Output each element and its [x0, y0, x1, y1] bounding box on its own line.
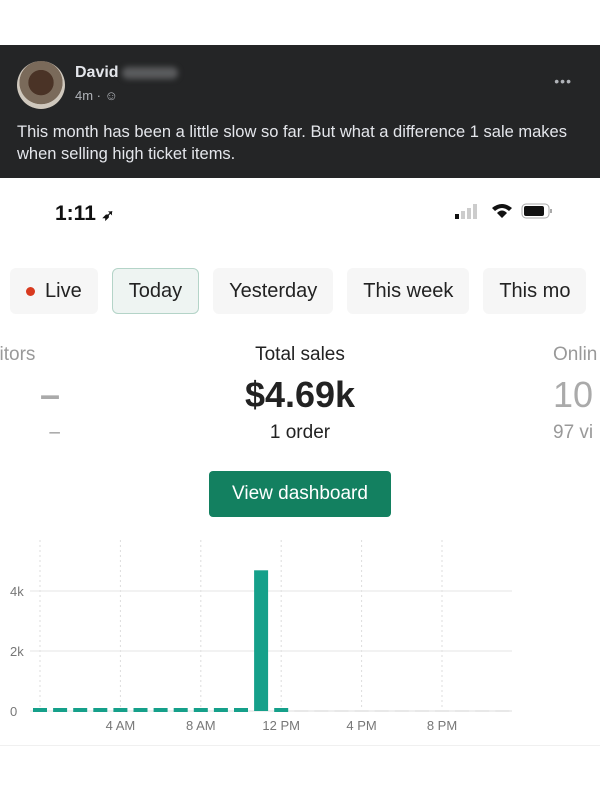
empty-hour-mark	[374, 710, 389, 712]
metric-total-sales[interactable]: Total sales $4.69k 1 order	[180, 344, 420, 444]
metric-label: Onlin	[553, 344, 598, 365]
x-tick-label: 4 AM	[106, 718, 136, 733]
empty-hour-mark	[354, 710, 369, 712]
signal-icon	[455, 204, 477, 219]
metric-label: sitors	[0, 344, 36, 365]
zero-bar	[213, 708, 228, 712]
empty-hour-mark	[334, 710, 349, 712]
tab-live[interactable]: Live	[10, 268, 98, 314]
sales-bar	[254, 570, 269, 711]
empty-hour-mark	[414, 710, 429, 712]
post-text: This month has been a little slow so far…	[17, 123, 567, 163]
live-dot-icon	[26, 286, 35, 296]
empty-hour-mark	[394, 710, 409, 712]
friends-icon: ☺	[104, 88, 118, 103]
zero-bar	[53, 708, 68, 712]
date-range-tabs: Live Today Yesterday This week This mo	[0, 268, 587, 314]
empty-hour-mark	[455, 710, 470, 712]
zero-bar	[113, 708, 128, 712]
avatar[interactable]	[17, 61, 65, 109]
zero-bar	[153, 708, 168, 712]
metric-sub: 1 order	[269, 422, 331, 443]
tab-label: Live	[45, 279, 82, 302]
blurred-surname	[122, 67, 178, 79]
post-meta: 4m · ☺	[75, 88, 118, 103]
author-name[interactable]: David	[75, 64, 119, 81]
x-tick-label: 8 PM	[427, 718, 457, 733]
tab-this-month[interactable]: This mo	[483, 268, 587, 314]
wifi-icon	[492, 204, 512, 218]
metric-sub: –	[49, 422, 60, 443]
empty-hour-mark	[495, 710, 510, 712]
zero-bar	[73, 708, 88, 712]
y-tick-label: 4k	[10, 584, 24, 599]
status-time: 1:11 ➶	[55, 202, 114, 226]
x-tick-label: 8 AM	[186, 718, 216, 733]
zero-bar	[234, 708, 248, 712]
metric-value: –	[39, 374, 60, 415]
zero-bar	[33, 708, 47, 712]
x-tick-label: 12 PM	[262, 718, 300, 733]
metric-online[interactable]: Onlin 10 97 vi	[553, 344, 600, 444]
zero-bar	[133, 708, 148, 712]
empty-hour-mark	[314, 710, 329, 712]
clock: 1:11	[55, 202, 96, 225]
metric-sub: 97 vi	[553, 422, 594, 443]
tab-this-week[interactable]: This week	[347, 268, 470, 314]
x-tick-label: 4 PM	[346, 718, 376, 733]
facebook-post: David 4m · ☺ ••• This month has been a l…	[0, 45, 600, 178]
metric-value: 10	[553, 374, 594, 415]
more-dots-icon[interactable]: •••	[554, 73, 572, 89]
zero-bar	[93, 708, 108, 712]
empty-hour-mark	[475, 710, 490, 712]
location-arrow-icon: ➶	[101, 207, 115, 224]
view-dashboard-button[interactable]: View dashboard	[209, 471, 391, 517]
zero-bar	[193, 708, 208, 712]
y-tick-label: 2k	[10, 644, 24, 659]
metric-value: $4.69k	[244, 374, 356, 415]
metric-label: Total sales	[255, 344, 345, 365]
zero-bar	[173, 708, 188, 712]
post-footer	[0, 745, 600, 800]
tab-today[interactable]: Today	[111, 268, 200, 314]
zero-bar	[274, 708, 289, 712]
status-icons	[455, 203, 553, 219]
y-tick-label: 0	[10, 704, 17, 719]
metric-visitors[interactable]: sitors – –	[0, 344, 60, 444]
empty-hour-mark	[435, 710, 449, 712]
post-time[interactable]: 4m	[75, 88, 94, 103]
battery-icon	[521, 203, 552, 219]
empty-hour-mark	[294, 710, 309, 712]
tab-yesterday[interactable]: Yesterday	[213, 268, 334, 314]
